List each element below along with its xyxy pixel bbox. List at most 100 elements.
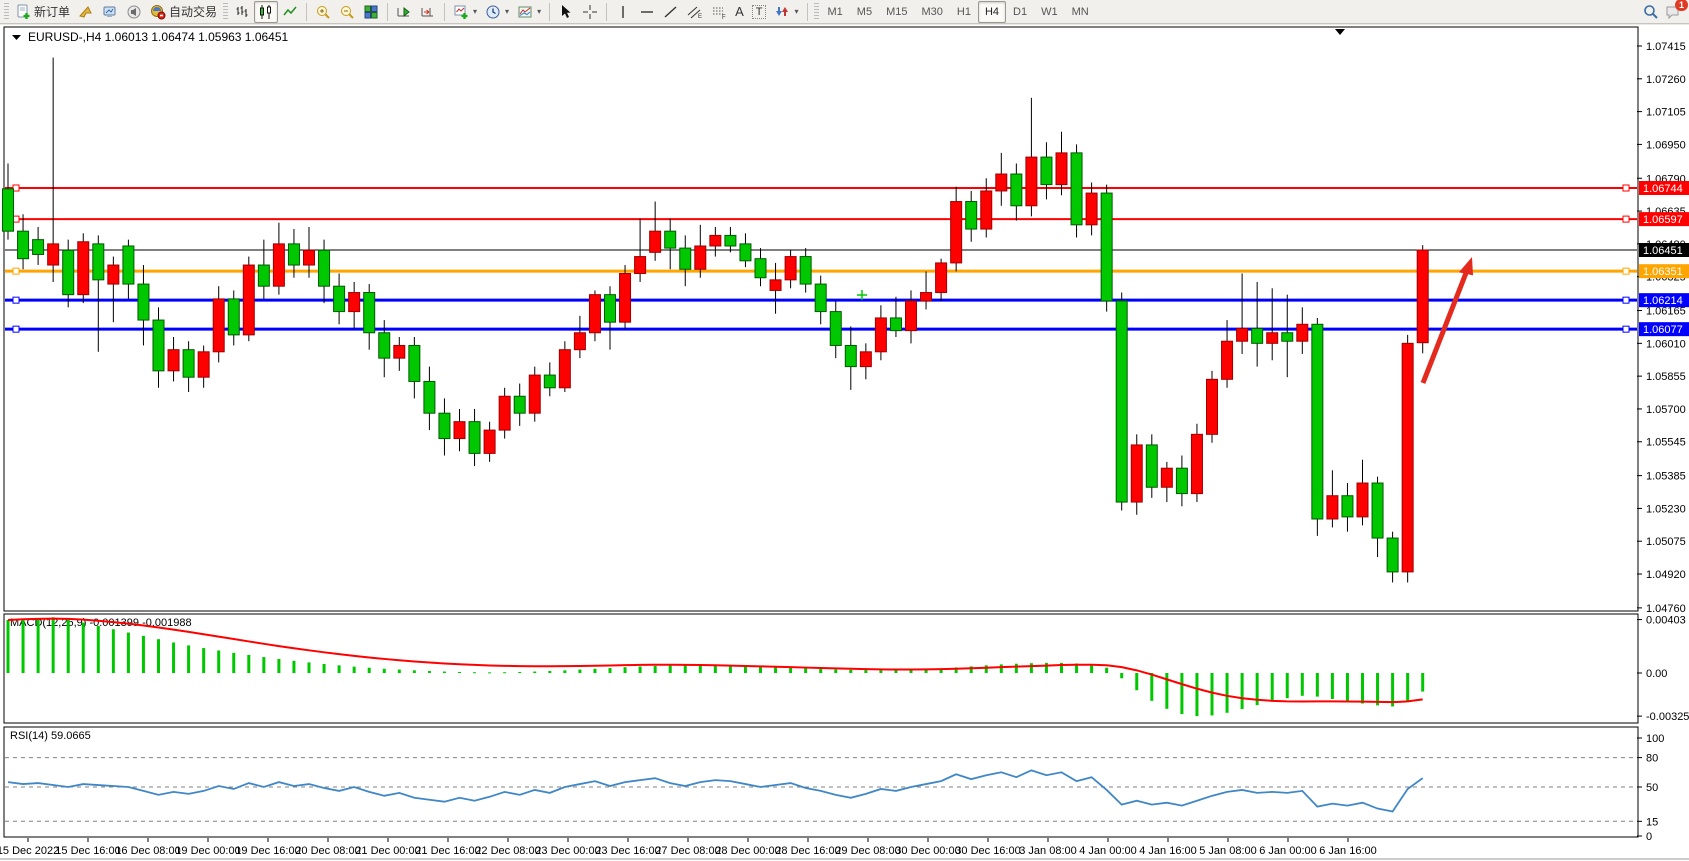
line-handle[interactable] bbox=[1622, 267, 1630, 275]
candle-body bbox=[1145, 444, 1158, 488]
timeframe-m5[interactable]: M5 bbox=[856, 5, 873, 18]
rsi-axis-label: 100 bbox=[1646, 733, 1664, 745]
candle-body bbox=[1236, 328, 1249, 342]
timeframe-h4[interactable]: H4 bbox=[977, 0, 1006, 23]
price-tag bbox=[1639, 180, 1689, 195]
line-handle[interactable] bbox=[1622, 215, 1630, 223]
cursor-icon bbox=[562, 4, 571, 18]
tile-windows-button[interactable] bbox=[359, 1, 383, 23]
macd-histogram-bar bbox=[96, 625, 100, 673]
timeframe-m30[interactable]: M30 bbox=[921, 5, 943, 18]
monitor-icon bbox=[103, 6, 116, 17]
arrow-annotation[interactable] bbox=[1420, 272, 1469, 384]
candle-body bbox=[92, 243, 105, 281]
zoom-in-button[interactable] bbox=[311, 1, 335, 23]
indicators-button[interactable]: ▾ bbox=[449, 1, 481, 23]
arrow-shapes-icon bbox=[776, 6, 789, 16]
vertical-line-tool-button[interactable] bbox=[611, 1, 635, 23]
macd-histogram-bar bbox=[126, 632, 130, 673]
chart-window[interactable]: 1.07415 1.07260 1.07105 1.06950 1.06790 1.066… bbox=[0, 25, 1689, 861]
crosshair-icon bbox=[583, 4, 598, 19]
fibonacci-tool-button[interactable]: F bbox=[707, 1, 731, 23]
notifications-button[interactable]: 1 bbox=[1665, 0, 1688, 20]
new-order-button[interactable]: 新订单 bbox=[11, 1, 74, 23]
macd-histogram-bar bbox=[232, 652, 236, 673]
timeframe-mn[interactable]: MN bbox=[1071, 5, 1089, 18]
price-axis-label: 1.05545 bbox=[1646, 437, 1686, 449]
line-handle[interactable] bbox=[1622, 296, 1630, 304]
macd-histogram-bar bbox=[638, 666, 642, 673]
candle-body bbox=[679, 247, 692, 270]
timeframe-d1[interactable]: D1 bbox=[1013, 5, 1028, 18]
line-handle[interactable] bbox=[12, 296, 20, 304]
timeframe-w1[interactable]: W1 bbox=[1041, 5, 1058, 18]
line-handle[interactable] bbox=[12, 325, 20, 333]
candle-body bbox=[1401, 342, 1414, 573]
price-tag-label: 1.06214 bbox=[1643, 295, 1683, 307]
speaker-button[interactable] bbox=[122, 1, 146, 23]
text-label-tool-button[interactable]: T bbox=[748, 1, 771, 23]
search-icon[interactable] bbox=[1643, 4, 1659, 20]
macd-histogram-bar bbox=[473, 672, 477, 674]
arrows-tool-button[interactable]: ▾ bbox=[770, 1, 802, 23]
candle-body bbox=[1055, 152, 1068, 186]
macd-histogram-bar bbox=[939, 668, 943, 673]
zoom-out-button[interactable] bbox=[335, 1, 359, 23]
candle-body bbox=[769, 279, 782, 291]
line-chart-button[interactable] bbox=[278, 1, 302, 23]
candle-body bbox=[694, 245, 707, 270]
channel-tool-button[interactable]: E bbox=[683, 1, 707, 23]
candlestick-chart-button[interactable] bbox=[254, 0, 279, 23]
rsi-panel-border bbox=[3, 726, 1639, 838]
time-axis-label: 28 Dec 16:00 bbox=[775, 845, 840, 857]
bar-chart-button[interactable] bbox=[230, 1, 254, 23]
timeframe-h1[interactable]: H1 bbox=[956, 5, 971, 18]
autotrading-button[interactable]: 自动交易 bbox=[146, 1, 221, 23]
macd-histogram-bar bbox=[322, 663, 326, 673]
candle-body bbox=[920, 292, 933, 302]
horizontal-line-tool-button[interactable] bbox=[635, 1, 659, 23]
yellow-arrow-button[interactable] bbox=[74, 1, 98, 23]
auto-scroll-button[interactable] bbox=[392, 1, 416, 23]
line-handle[interactable] bbox=[1622, 325, 1630, 333]
timeframe-m1[interactable]: M1 bbox=[827, 5, 843, 18]
timeframe-m15[interactable]: M15 bbox=[886, 5, 908, 18]
yellow-arrow-icon bbox=[79, 5, 92, 18]
price-tag bbox=[1639, 293, 1689, 308]
macd-histogram-bar bbox=[1014, 663, 1018, 673]
line-handle[interactable] bbox=[12, 267, 20, 275]
monitor-button[interactable] bbox=[98, 1, 122, 23]
macd-axis-label: -0.003252 bbox=[1646, 711, 1689, 723]
line-handle[interactable] bbox=[12, 184, 20, 192]
arrow-head bbox=[1458, 257, 1474, 276]
line-handle[interactable] bbox=[1622, 184, 1630, 192]
macd-histogram-bar bbox=[442, 671, 446, 673]
text-tool-button[interactable]: A bbox=[731, 1, 748, 23]
candle-body bbox=[1416, 249, 1429, 344]
macd-histogram-bar bbox=[1315, 673, 1319, 697]
time-axis-label: 29 Dec 08:00 bbox=[835, 845, 900, 857]
chart-shift-button[interactable] bbox=[416, 1, 440, 23]
time-axis-label: 23 Dec 00:00 bbox=[535, 845, 600, 857]
symbol-dropdown-icon[interactable] bbox=[12, 35, 21, 40]
price-axis-label: 1.05230 bbox=[1646, 503, 1686, 515]
chart-canvas[interactable]: 1.074151.072601.071051.069501.067901.066… bbox=[0, 25, 1689, 861]
candle-body bbox=[513, 395, 526, 414]
candle-body bbox=[1025, 156, 1038, 207]
rsi-axis-label: 15 bbox=[1646, 816, 1658, 828]
macd-histogram-bar bbox=[1285, 673, 1289, 699]
macd-histogram-bar bbox=[503, 672, 507, 674]
periods-button[interactable]: ▾ bbox=[481, 1, 513, 23]
cursor-tool-button[interactable] bbox=[554, 1, 578, 23]
cross-marker[interactable] bbox=[857, 290, 867, 300]
chart-shift-marker[interactable] bbox=[1335, 29, 1345, 35]
speaker-icon bbox=[127, 5, 141, 18]
zoom-in-icon bbox=[317, 5, 330, 19]
templates-button[interactable]: ▾ bbox=[513, 1, 545, 23]
crosshair-tool-button[interactable] bbox=[578, 1, 602, 23]
candle-body bbox=[182, 349, 195, 378]
toolbar-grip bbox=[4, 2, 9, 21]
toolbar-separator bbox=[444, 2, 446, 21]
trendline-tool-button[interactable] bbox=[659, 1, 683, 23]
chevron-down-icon: ▾ bbox=[473, 7, 478, 16]
